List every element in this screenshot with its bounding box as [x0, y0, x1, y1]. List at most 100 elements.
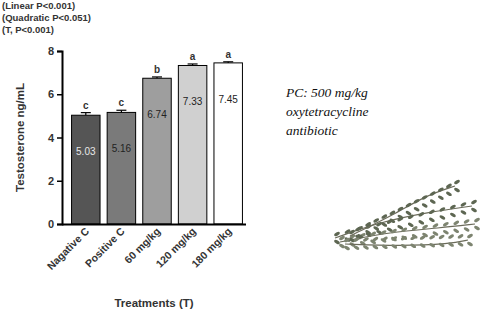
- y-tick-label: 0: [48, 218, 54, 230]
- thyme-leaf: [380, 229, 387, 235]
- bar: [107, 112, 135, 224]
- thyme-leaf: [448, 234, 455, 240]
- thyme-leaf: [473, 225, 480, 231]
- error-cap: [152, 76, 162, 77]
- y-tick-mark: [57, 51, 62, 53]
- thyme-leaf: [333, 231, 340, 237]
- y-tick-label: 6: [48, 88, 54, 100]
- thyme-leaf: [453, 220, 460, 226]
- y-tick-label: 8: [48, 45, 54, 57]
- y-tick: 6: [48, 88, 62, 100]
- note: oxytetracycline: [286, 104, 368, 119]
- thyme-leaf: [445, 191, 452, 197]
- thyme-leaf: [338, 235, 345, 241]
- thyme-leaf: [428, 209, 435, 215]
- annotations: (Linear P<0.001)(Quadratic P<0.051)(T, P…: [2, 0, 91, 35]
- y-tick-mark: [57, 181, 62, 183]
- x-axis-title: Treatments (T): [114, 297, 193, 309]
- significance-letter: b: [154, 64, 160, 75]
- annotation: (Linear P<0.001): [2, 0, 75, 11]
- thyme-leaf: [437, 195, 444, 201]
- thyme-leaf: [397, 206, 404, 212]
- thyme-leaf: [373, 225, 380, 231]
- thyme-leaf: [421, 202, 428, 208]
- bar: [214, 63, 242, 224]
- thyme-leaf: [381, 236, 388, 242]
- y-axis-title: Testosterone ng/mL: [14, 83, 26, 192]
- thyme-leaf: [429, 242, 436, 248]
- error-bar: [116, 110, 126, 112]
- thyme-leaf: [419, 243, 426, 249]
- error-cap: [116, 110, 126, 111]
- thyme-leaf: [373, 217, 380, 223]
- x-tick: Positive C: [82, 224, 127, 269]
- x-tick-label: Positive C: [82, 225, 127, 270]
- thyme-leaf: [442, 229, 449, 235]
- thyme-leaf: [400, 235, 407, 241]
- thyme-leaf: [413, 206, 420, 212]
- thyme-leaf: [460, 209, 467, 215]
- x-tick: 180 mg/kg: [189, 224, 234, 270]
- thyme-leaf: [389, 218, 396, 224]
- thyme-leaf: [365, 229, 372, 235]
- thyme-leaf: [338, 243, 345, 249]
- y-tick-mark: [57, 94, 62, 96]
- thyme-leaf: [357, 225, 364, 231]
- x-axis: Nagative CPositive C60 mg/kg120 mg/kg180…: [44, 224, 246, 272]
- thyme-leaf: [400, 243, 407, 249]
- thyme-leaf: [405, 210, 412, 216]
- thyme-leaf: [470, 207, 477, 213]
- thyme-leaf: [432, 223, 439, 229]
- thyme-leaf: [372, 244, 379, 250]
- y-tick-mark: [57, 224, 62, 226]
- data-label: 6.74: [147, 109, 167, 120]
- y-tick: 2: [48, 175, 62, 187]
- thyme-leaf: [390, 228, 397, 234]
- thyme-leaf: [439, 206, 446, 212]
- note: PC: 500 mg/kg: [285, 85, 368, 100]
- thyme-leaf: [460, 201, 467, 207]
- x-tick-label: 180 mg/kg: [189, 225, 234, 270]
- thyme-leaf: [405, 202, 412, 208]
- thyme-leaf: [348, 229, 355, 235]
- thyme-leaf: [418, 211, 425, 217]
- bar: [72, 115, 100, 224]
- thyme-leaf: [365, 221, 372, 227]
- thyme-leaf: [449, 212, 456, 218]
- thyme-leaf: [381, 222, 388, 228]
- thyme-leaf: [429, 199, 436, 205]
- significance-letter: a: [225, 49, 231, 60]
- thyme-leaf: [419, 235, 426, 241]
- thyme-leaf: [353, 245, 360, 251]
- thyme-leaf: [407, 222, 414, 228]
- y-tick-mark: [57, 137, 62, 139]
- thyme-leaf: [397, 214, 404, 220]
- data-label: 5.16: [112, 143, 132, 154]
- thyme-leaf: [463, 226, 470, 232]
- thyme-leaf: [353, 237, 360, 243]
- y-axis: 02468: [48, 45, 63, 230]
- significance-letter: c: [119, 97, 125, 108]
- thyme-leaf: [445, 183, 452, 189]
- annotation: (Quadratic P<0.051): [2, 12, 91, 23]
- thyme-leaf: [410, 243, 417, 249]
- significance-letter: c: [83, 100, 89, 111]
- thyme-leaf: [413, 198, 420, 204]
- error-bar: [223, 62, 233, 63]
- thyme-leaf: [421, 194, 428, 200]
- error-bar: [81, 113, 91, 116]
- thyme-leaf: [453, 187, 460, 193]
- thyme-leaf: [453, 228, 460, 234]
- thyme-leaf: [401, 235, 408, 241]
- thyme-stem: [350, 186, 455, 236]
- y-tick-label: 2: [48, 175, 54, 187]
- y-tick: 8: [48, 45, 62, 57]
- thyme-leaf: [470, 199, 477, 205]
- thyme-leaf: [422, 224, 429, 230]
- bar: [143, 78, 171, 224]
- thyme-leaf: [343, 237, 350, 243]
- thyme-leaf: [372, 236, 379, 242]
- error-cap: [81, 112, 91, 113]
- annotation: (T, P<0.001): [2, 24, 54, 35]
- thyme-leaf: [457, 241, 464, 247]
